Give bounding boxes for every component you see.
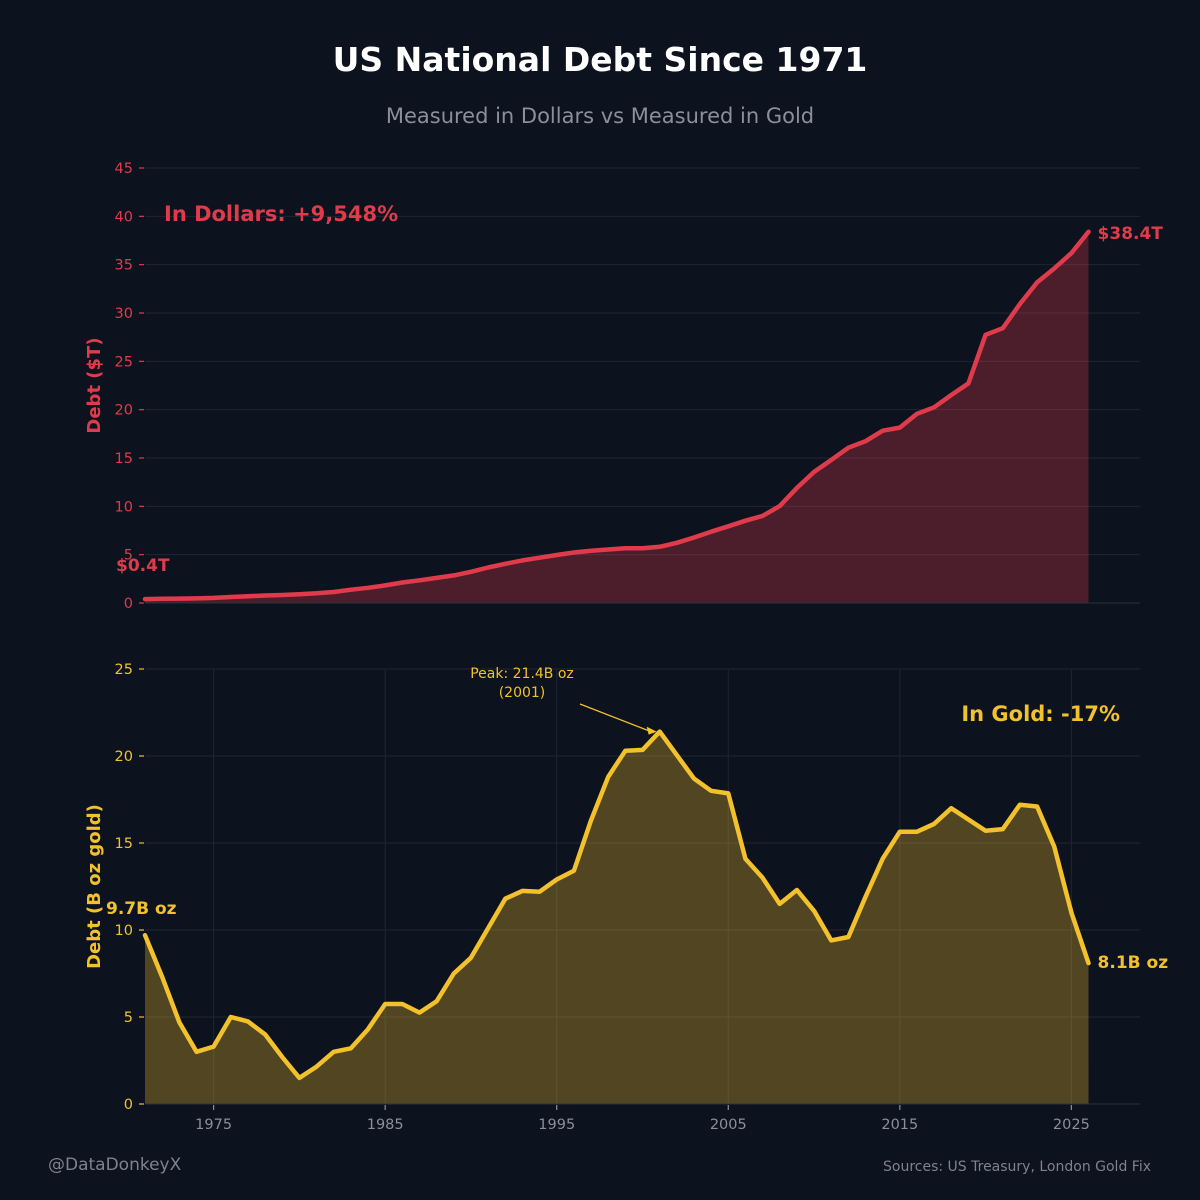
dollars-ytick-label: 45 (115, 161, 133, 177)
gold-y-axis-title: Debt (B oz gold) (84, 804, 105, 969)
gold-peak-note-line2: (2001) (499, 685, 546, 701)
dollars-ytick-label: 20 (115, 403, 133, 419)
gold-ytick-label: 5 (124, 1010, 133, 1026)
gold-end-label: 8.1B oz (1098, 953, 1169, 973)
gold-ytick-label: 0 (124, 1097, 133, 1113)
gold-xtick-label: 2025 (1053, 1117, 1090, 1133)
gold-annotation: In Gold: -17% (961, 702, 1120, 726)
gold-ytick-label: 10 (115, 923, 133, 939)
gold-peak-arrow-head (646, 726, 657, 735)
gold-ytick-label: 25 (115, 662, 133, 678)
gold-ytick-label: 20 (115, 749, 133, 765)
dollars-ytick-label: 0 (124, 596, 133, 612)
page-subtitle: Measured in Dollars vs Measured in Gold (385, 104, 815, 128)
dollars-annotation: In Dollars: +9,548% (164, 202, 398, 226)
gold-peak-arrow-line (579, 703, 654, 734)
dollars-ytick-label: 40 (115, 209, 133, 225)
dollars-ytick-label: 15 (115, 451, 133, 467)
dollars-ytick-label: 35 (115, 258, 133, 274)
sources-note: Sources: US Treasury, London Gold Fix (883, 1159, 1151, 1175)
gold-xtick-label: 2015 (881, 1117, 918, 1133)
dollars-ytick-label: 5 (124, 548, 133, 564)
gold-start-label: 9.7B oz (106, 899, 177, 919)
gold-xtick-label: 2005 (710, 1117, 747, 1133)
gold-peak-note-line1: Peak: 21.4B oz (470, 666, 574, 682)
dollars-series-line (142, 229, 1091, 602)
page-title: US National Debt Since 1971 (332, 40, 868, 79)
author-handle: @DataDonkeyX (48, 1155, 182, 1175)
dollars-y-axis-title: Debt ($T) (84, 337, 105, 433)
dollars-start-label: $0.4T (116, 556, 170, 576)
gold-xtick-label: 1975 (195, 1117, 232, 1133)
dollars-ytick-label: 30 (115, 306, 133, 322)
dollars-end-label: $38.4T (1098, 224, 1164, 244)
gold-area-fill (145, 731, 1089, 1104)
gold-xtick-label: 1985 (367, 1117, 404, 1133)
dollars-ytick-label: 10 (115, 499, 133, 515)
dollars-ytick-label: 25 (115, 354, 133, 370)
gold-ytick-label: 15 (115, 836, 133, 852)
gold-series-line (142, 729, 1091, 1081)
gold-xtick-label: 1995 (538, 1117, 575, 1133)
dollars-area-fill (145, 231, 1089, 604)
